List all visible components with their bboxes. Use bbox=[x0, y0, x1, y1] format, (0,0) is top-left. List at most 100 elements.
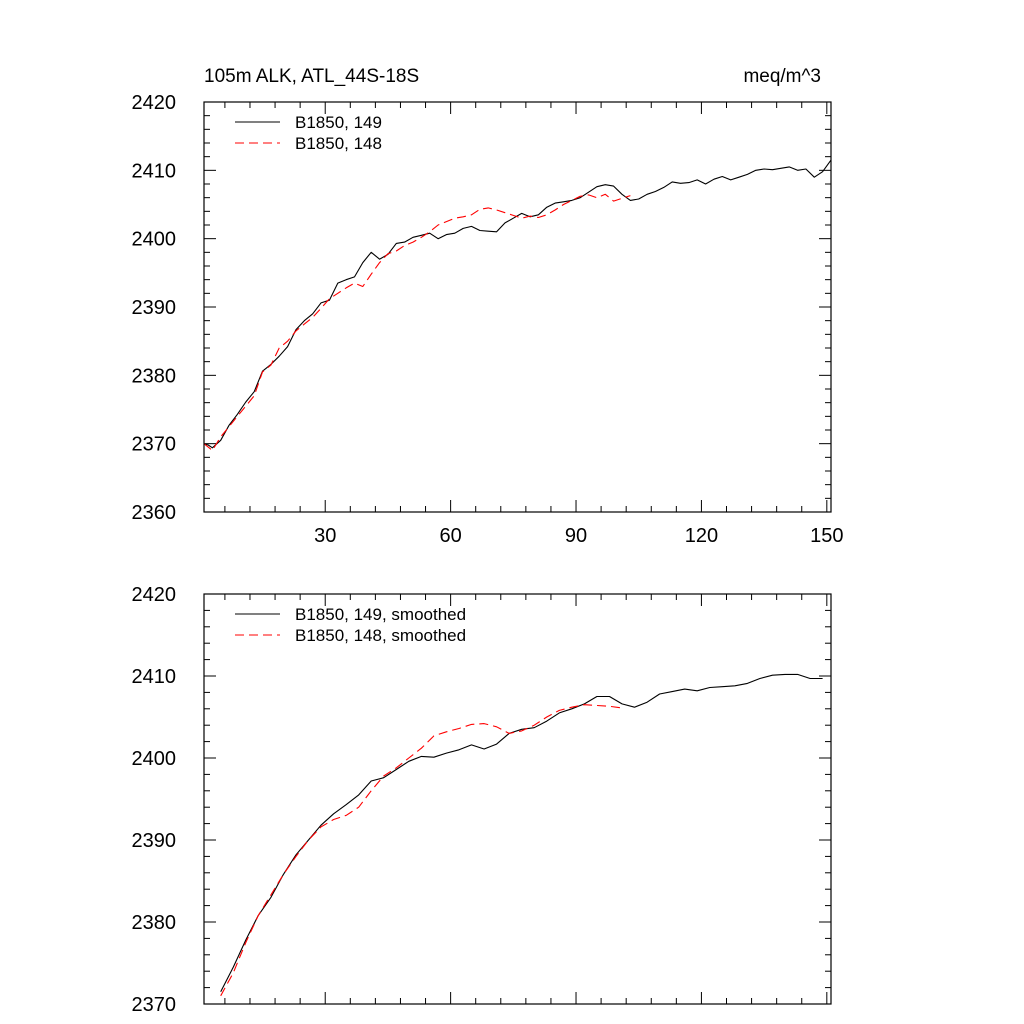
data-point bbox=[496, 726, 497, 727]
data-point bbox=[621, 703, 622, 704]
data-point bbox=[408, 757, 409, 758]
data-point bbox=[295, 330, 296, 331]
data-point bbox=[546, 716, 547, 717]
data-point bbox=[429, 233, 430, 234]
data-point bbox=[362, 286, 363, 287]
data-point bbox=[613, 201, 614, 202]
data-point bbox=[513, 215, 514, 216]
data-point bbox=[258, 915, 259, 916]
bottom-legend: B1850, 149, smoothed B1850, 148, smoothed bbox=[235, 605, 466, 645]
data-point bbox=[337, 293, 338, 294]
data-point bbox=[308, 839, 309, 840]
data-point bbox=[396, 769, 397, 770]
data-point bbox=[630, 200, 631, 201]
bottom-series-lines bbox=[220, 673, 823, 997]
y-tick-label: 2410 bbox=[132, 666, 177, 688]
data-point bbox=[621, 194, 622, 195]
data-point bbox=[810, 678, 811, 679]
data-point bbox=[538, 214, 539, 215]
data-point bbox=[471, 226, 472, 227]
data-point bbox=[584, 704, 585, 705]
x-tick-label: 60 bbox=[439, 525, 461, 547]
data-point bbox=[471, 724, 472, 725]
data-point bbox=[229, 426, 230, 427]
data-point bbox=[738, 177, 739, 178]
data-point bbox=[320, 302, 321, 303]
data-point bbox=[759, 678, 760, 679]
data-point bbox=[596, 705, 597, 706]
data-point bbox=[655, 191, 656, 192]
data-point bbox=[438, 238, 439, 239]
data-point bbox=[304, 320, 305, 321]
data-point bbox=[387, 253, 388, 254]
data-point bbox=[546, 721, 547, 722]
data-point bbox=[421, 235, 422, 236]
data-point bbox=[371, 790, 372, 791]
data-point bbox=[479, 230, 480, 231]
legend-label-2: B1850, 148 bbox=[295, 134, 382, 153]
data-point bbox=[613, 186, 614, 187]
data-point bbox=[709, 687, 710, 688]
data-point bbox=[563, 204, 564, 205]
data-point bbox=[446, 731, 447, 732]
data-point bbox=[822, 678, 823, 679]
data-point bbox=[563, 201, 564, 202]
y-tick-label: 2390 bbox=[132, 297, 177, 319]
data-point bbox=[555, 209, 556, 210]
data-point bbox=[638, 198, 639, 199]
data-point bbox=[559, 710, 560, 711]
data-point bbox=[730, 179, 731, 180]
top-chart-units: meq/m^3 bbox=[743, 66, 821, 87]
data-point bbox=[488, 231, 489, 232]
data-point bbox=[270, 365, 271, 366]
data-point bbox=[471, 744, 472, 745]
data-point bbox=[433, 757, 434, 758]
data-point bbox=[672, 691, 673, 692]
data-point bbox=[220, 991, 221, 992]
data-point bbox=[534, 725, 535, 726]
data-point bbox=[208, 444, 209, 445]
data-point bbox=[571, 707, 572, 708]
y-tick-label: 2390 bbox=[132, 830, 177, 852]
data-point bbox=[233, 972, 234, 973]
data-point bbox=[504, 222, 505, 223]
data-point bbox=[521, 729, 522, 730]
data-point bbox=[538, 217, 539, 218]
data-point bbox=[371, 274, 372, 275]
y-tick-label: 2410 bbox=[132, 160, 177, 182]
data-point bbox=[458, 728, 459, 729]
data-point bbox=[780, 168, 781, 169]
data-point bbox=[621, 198, 622, 199]
data-point bbox=[371, 252, 372, 253]
data-point bbox=[596, 197, 597, 198]
data-point bbox=[421, 748, 422, 749]
data-point bbox=[605, 194, 606, 195]
legend-label-1: B1850, 149, smoothed bbox=[295, 605, 466, 624]
data-point bbox=[254, 391, 255, 392]
data-point bbox=[446, 234, 447, 235]
data-point bbox=[609, 706, 610, 707]
data-point bbox=[346, 804, 347, 805]
data-point bbox=[358, 807, 359, 808]
data-point bbox=[254, 395, 255, 396]
data-point bbox=[287, 341, 288, 342]
data-point bbox=[433, 735, 434, 736]
data-point bbox=[295, 856, 296, 857]
data-point bbox=[358, 794, 359, 795]
data-point bbox=[329, 298, 330, 299]
series-line-2 bbox=[220, 704, 623, 997]
data-point bbox=[245, 942, 246, 943]
data-point bbox=[663, 187, 664, 188]
data-point bbox=[688, 182, 689, 183]
data-point bbox=[805, 168, 806, 169]
data-point bbox=[504, 212, 505, 213]
data-point bbox=[580, 196, 581, 197]
data-point bbox=[509, 733, 510, 734]
data-point bbox=[304, 324, 305, 325]
data-point bbox=[212, 447, 213, 448]
data-point bbox=[396, 767, 397, 768]
top-legend: B1850, 149 B1850, 148 bbox=[235, 113, 382, 153]
data-point bbox=[797, 674, 798, 675]
data-point bbox=[354, 283, 355, 284]
